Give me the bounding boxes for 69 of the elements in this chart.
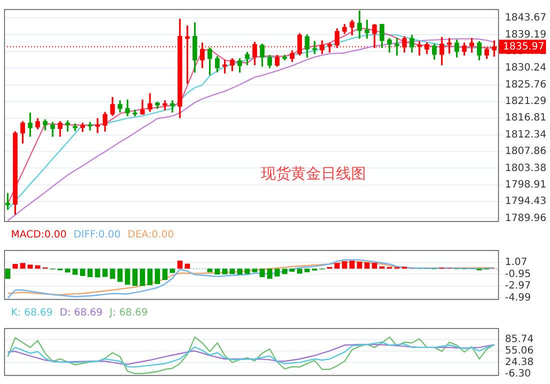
bar [260,268,265,278]
bar [87,268,93,278]
bar [102,268,108,277]
bar [35,265,40,269]
y-tick-label: 24.38 [505,357,534,368]
y-tick-label: -6.30 [505,368,531,380]
annotation: 现货黄金日线图 [260,164,366,182]
y-tick-label: 1807.86 [505,146,546,158]
y-tick-label: 1816.81 [505,112,546,124]
y-tick-label: 1843.67 [505,12,546,24]
y-tick-label: 85.74 [505,334,534,345]
bar [237,268,242,275]
bar [349,260,355,269]
bar [117,268,123,282]
y-tick-label: 1.07 [505,257,528,268]
bar [222,268,228,274]
bar [72,268,78,275]
bar [230,268,235,274]
bar [184,264,190,269]
bar [244,268,250,274]
bar [267,268,272,279]
text: J: 68.69 [108,308,148,319]
y-tick-label: 55.06 [505,346,534,357]
bar [177,260,183,269]
bar [28,264,33,269]
bar [304,268,310,272]
bar [147,268,153,286]
bar [80,268,86,276]
ref-line-label: 1835.97 [503,41,544,52]
y-tick-label: 1812.34 [505,129,546,140]
y-tick-label: 1789.96 [505,212,546,224]
bar [356,262,362,269]
y-tick-label: -4.99 [505,292,531,304]
y-tick-label: 1825.76 [505,79,546,90]
y-tick-label: 1821.29 [505,96,546,108]
y-tick-label: -0.95 [505,268,531,280]
bar [290,268,295,272]
bar [274,268,280,276]
bar [170,268,176,273]
text: DIFF:0.00 [74,230,121,241]
bar [12,264,18,269]
y-tick-label: 1830.24 [505,62,546,74]
text: MACD:0.00 [11,230,67,241]
bar [282,268,288,274]
bar [342,261,348,269]
bar [124,268,130,285]
bar [162,268,168,280]
y-tick-label: 1839.19 [505,29,546,40]
y-tick-label: -2.97 [505,280,531,292]
bar [94,268,100,278]
bar [297,268,302,274]
text: DEA:0.00 [128,230,174,241]
bar [140,268,146,286]
bar [214,268,220,275]
bar [65,268,70,272]
bar [110,268,116,279]
y-tick-label: 1794.43 [505,196,546,208]
y-tick-label: 1803.38 [505,162,546,174]
text: K: 68.69 [11,308,53,319]
bar [364,262,370,269]
bar [207,268,212,272]
bar [154,268,160,284]
text: D: 68.69 [60,308,103,319]
bar [5,268,10,279]
y-tick-label: 1798.91 [505,179,546,190]
bar [252,268,258,272]
bar [132,268,138,286]
bar [20,263,26,269]
bar [334,263,340,269]
